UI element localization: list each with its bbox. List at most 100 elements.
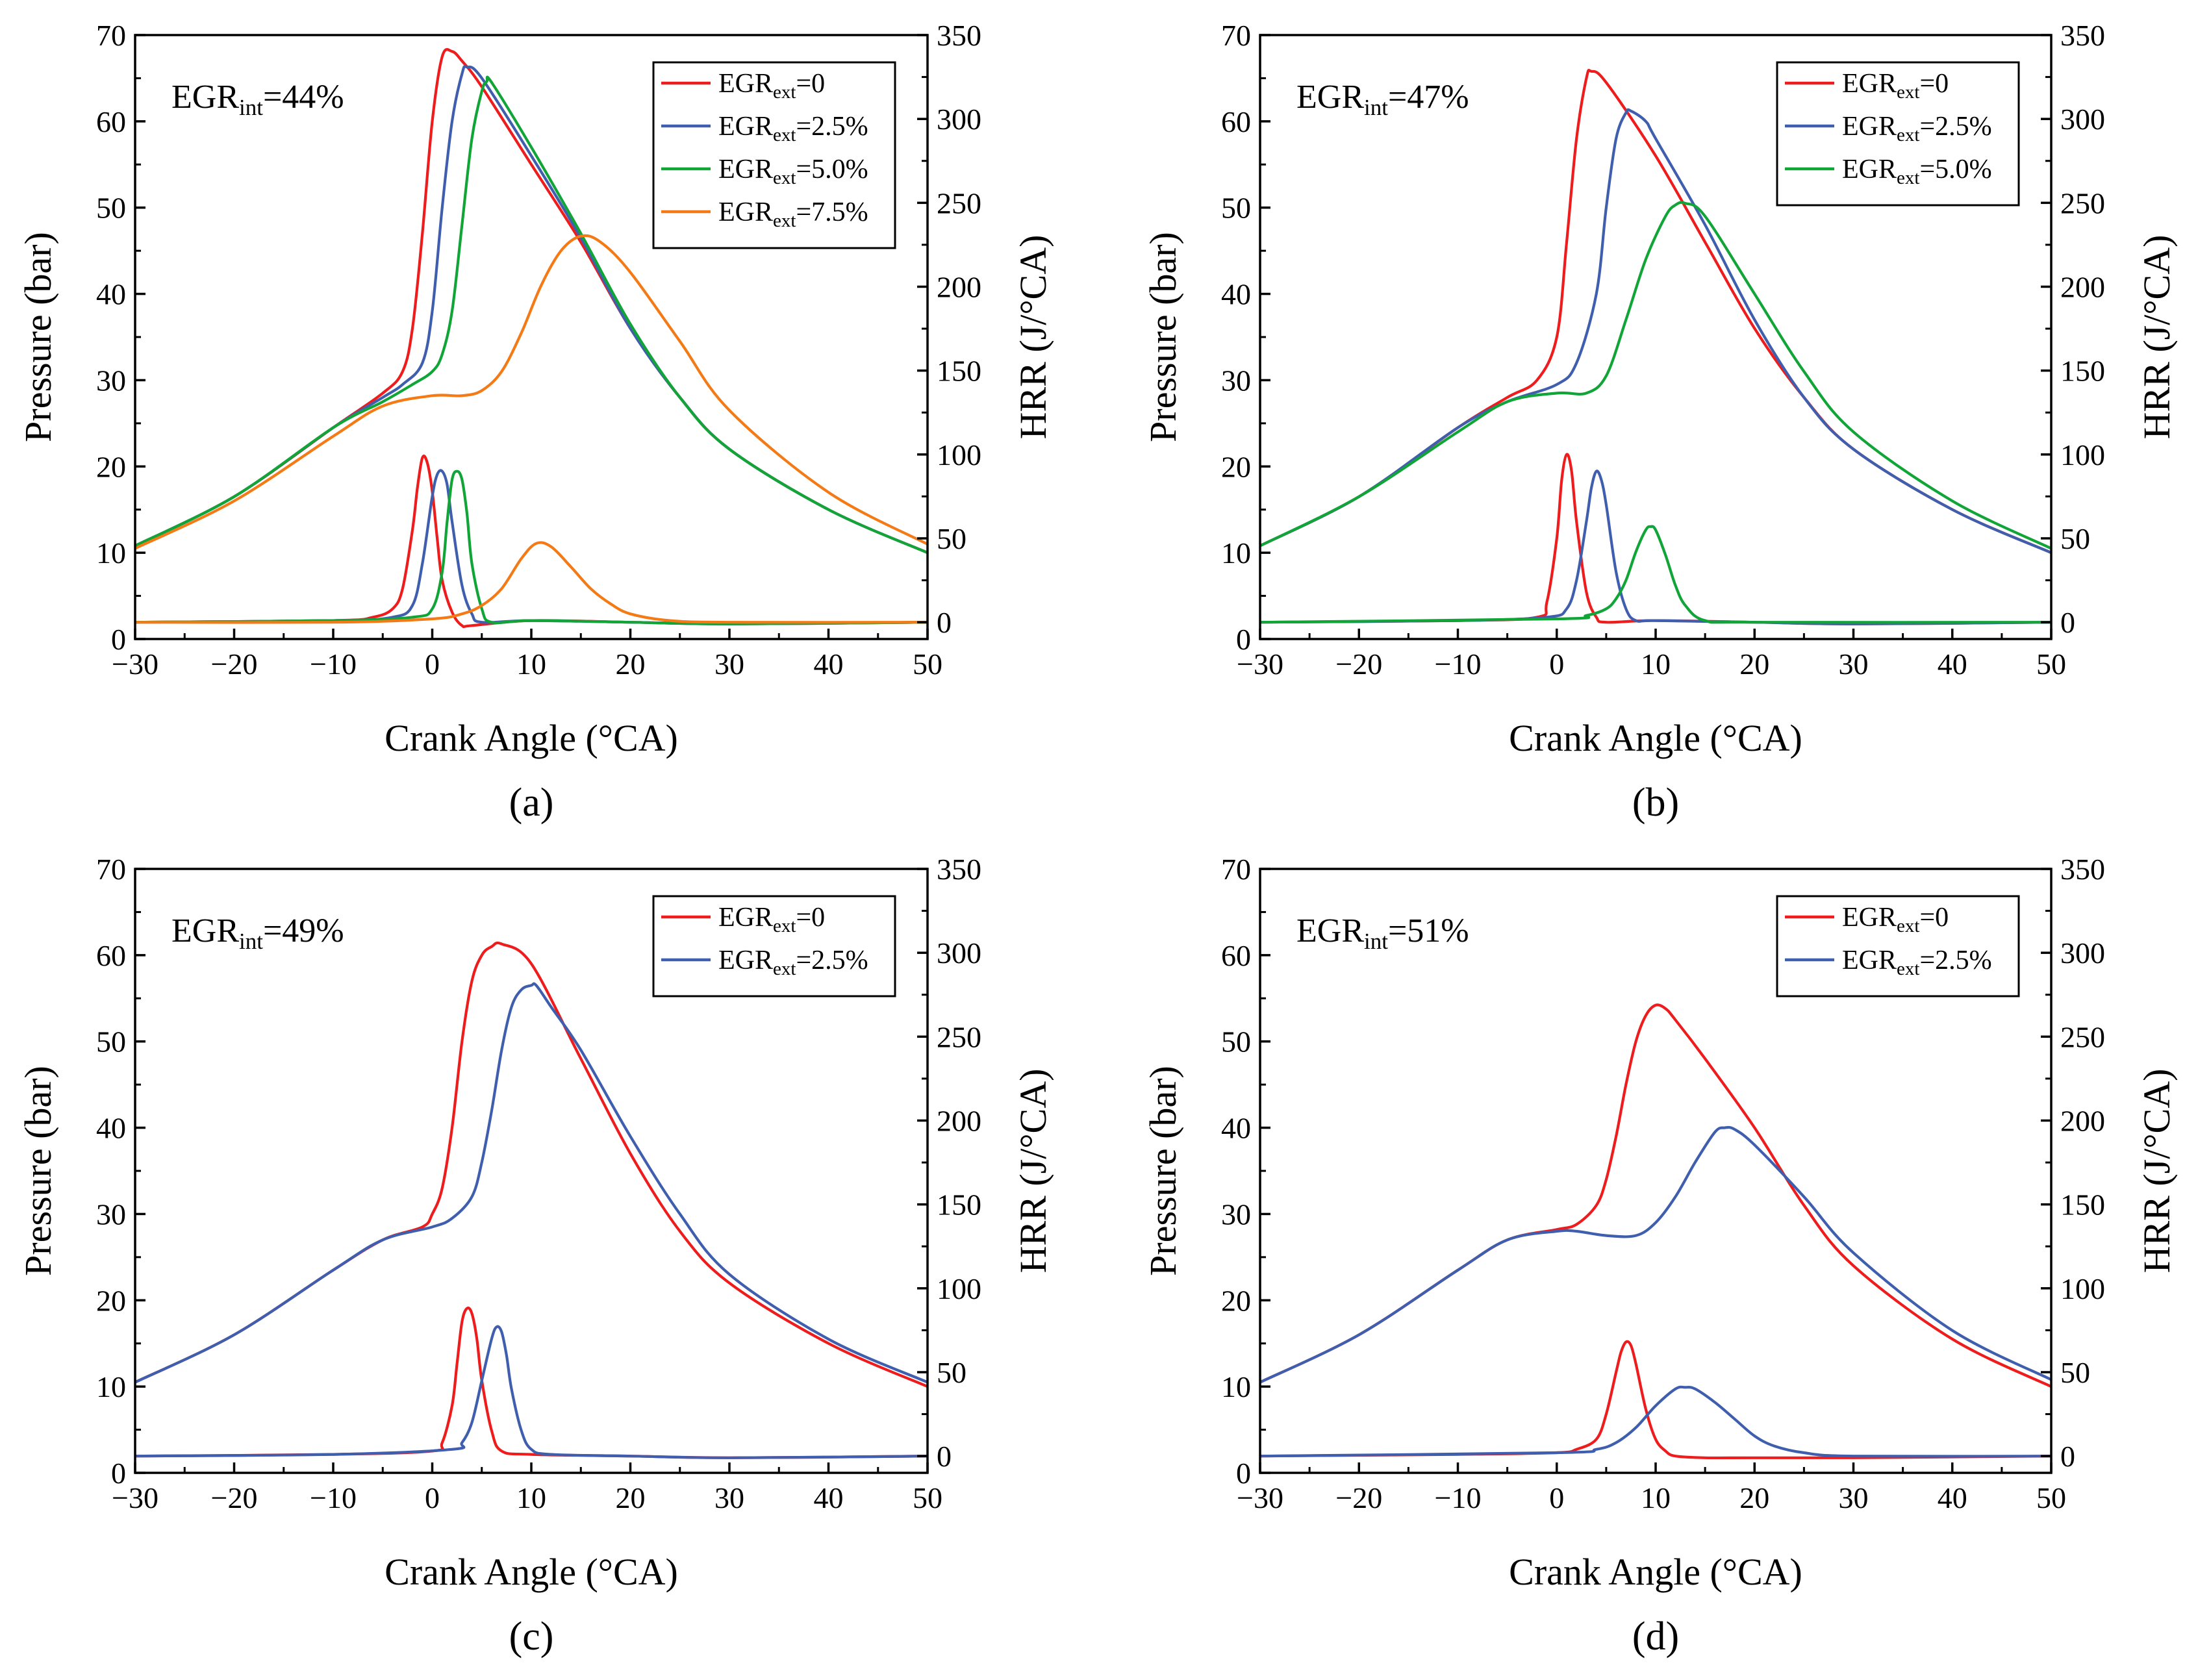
y2-tick-label: 250 [937, 1020, 981, 1053]
y-tick-label: 60 [96, 939, 126, 972]
pressure-line-series-2 [1260, 201, 2051, 550]
x-tick-label: 0 [425, 647, 440, 681]
y2-axis-title: HRR (J/°CA) [2136, 235, 2178, 440]
y2-tick-label: 0 [937, 1440, 952, 1473]
hrr-line-series-0 [1260, 1340, 2051, 1460]
egr-int-annotation: EGRint=49% [171, 912, 344, 954]
y2-tick-label: 250 [2060, 186, 2105, 219]
y2-tick-label: 200 [937, 271, 981, 304]
x-tick-label: 40 [814, 1481, 844, 1514]
hrr-line-series-0 [1260, 453, 2051, 625]
hrr-line-series-0 [135, 1306, 928, 1459]
x-tick-label: 50 [913, 1481, 942, 1514]
y2-tick-label: 100 [937, 1272, 981, 1305]
x-tick-label: 50 [2036, 1481, 2066, 1514]
panel-label: (d) [1632, 1614, 1679, 1659]
series-lines [135, 48, 928, 629]
x-tick-label: −10 [310, 647, 357, 681]
hrr-line-series-2 [135, 470, 928, 625]
legend: EGRext=0 EGRext=2.5% EGRext=5.0% [1776, 61, 2020, 207]
x-tick-label: 10 [516, 1481, 546, 1514]
x-tick-label: 20 [616, 1481, 646, 1514]
x-tick-label: −10 [1435, 647, 1482, 681]
chart-panel-d: −30 −20 −10 0 10 20 30 40 50 0 10 20 30 40 50 60 70 0 50 10… [1142, 853, 2178, 1659]
y2-axis-title: HRR (J/°CA) [1012, 235, 1054, 440]
y2-tick-label: 200 [2060, 1105, 2105, 1138]
y2-tick-label: 200 [937, 1105, 981, 1138]
x-axis-title: Crank Angle (°CA) [385, 1551, 678, 1593]
y-tick-label: 30 [1221, 364, 1251, 397]
y-tick-label: 20 [96, 1284, 126, 1317]
y-tick-label: 50 [1221, 192, 1251, 225]
y2-tick-label: 0 [937, 606, 952, 639]
y-tick-label: 20 [96, 450, 126, 483]
y-tick-label: 20 [1221, 450, 1251, 483]
pressure-line-series-3 [135, 234, 928, 550]
x-tick-label: 20 [1739, 1481, 1769, 1514]
x-tick-label: 30 [1839, 1481, 1869, 1514]
x-tick-label: −10 [310, 1481, 357, 1514]
y-tick-label: 60 [1221, 105, 1251, 138]
y2-axis-title: HRR (J/°CA) [2136, 1069, 2178, 1273]
y-tick-label: 50 [96, 192, 126, 225]
y2-tick-label: 150 [937, 355, 981, 388]
hrr-line-series-1 [1260, 470, 2051, 625]
y2-tick-label: 100 [2060, 438, 2105, 471]
x-tick-label: 0 [1549, 647, 1564, 681]
y-axis-title: Pressure (bar) [1142, 1066, 1184, 1276]
y2-tick-label: 50 [2060, 1356, 2090, 1389]
legend-entry: EGRext=5.0% [718, 155, 868, 188]
pressure-line-series-0 [1260, 1003, 2051, 1388]
panel-label: (b) [1632, 781, 1679, 825]
y-tick-label: 10 [1221, 1370, 1251, 1403]
x-tick-label: −30 [1237, 1481, 1283, 1514]
y-tick-label: 0 [1236, 623, 1251, 656]
y2-tick-label: 0 [2060, 1440, 2075, 1473]
y-tick-label: 40 [1221, 278, 1251, 311]
legend-entry: EGRext=7.5% [718, 197, 868, 231]
y2-tick-label: 100 [937, 438, 981, 471]
x-axis-title: Crank Angle (°CA) [385, 717, 678, 759]
legend-box [1776, 61, 2020, 207]
x-tick-label: 50 [2036, 647, 2066, 681]
legend-box [1776, 895, 2020, 997]
y-tick-label: 20 [1221, 1284, 1251, 1317]
series-lines [1260, 69, 2051, 625]
y2-tick-label: 350 [2060, 853, 2105, 886]
chart-panel-c: −30 −20 −10 0 10 20 30 40 50 0 10 20 30 40 50 60 70 0 50 10… [17, 853, 1054, 1659]
x-tick-label: 20 [616, 647, 646, 681]
x-axis-title: Crank Angle (°CA) [1509, 717, 1802, 759]
y2-tick-label: 200 [2060, 271, 2105, 304]
x-axis-title: Crank Angle (°CA) [1509, 1551, 1802, 1593]
legend: EGRext=0 EGRext=2.5% EGRext=5.0% EGRext=7.5… [652, 61, 896, 249]
egr-int-annotation: EGRint=47% [1296, 79, 1469, 120]
legend-entry: EGRext=2.5% [1842, 112, 1992, 145]
chart-panel-b: −30 −20 −10 0 10 20 30 40 50 0 10 20 30 40 50 60 70 0 50 10… [1142, 19, 2178, 825]
y-tick-label: 0 [1236, 1457, 1251, 1490]
series-lines [1260, 1003, 2051, 1460]
y2-tick-label: 50 [937, 1356, 966, 1389]
y2-tick-label: 300 [2060, 103, 2105, 136]
x-tick-label: 10 [1641, 647, 1671, 681]
y2-tick-label: 350 [2060, 19, 2105, 52]
y-tick-label: 40 [1221, 1112, 1251, 1145]
hrr-line-series-3 [135, 541, 928, 624]
legend-entry: EGRext=0 [718, 69, 825, 103]
panel-label: (c) [509, 1614, 554, 1659]
x-tick-label: −20 [211, 1481, 258, 1514]
x-tick-label: 40 [814, 647, 844, 681]
y-tick-label: 0 [111, 623, 126, 656]
y2-tick-label: 50 [2060, 522, 2090, 555]
y2-tick-label: 300 [937, 103, 981, 136]
legend-entry: EGRext=0 [1842, 69, 1949, 103]
x-tick-label: −20 [1335, 1481, 1382, 1514]
y-tick-label: 30 [96, 364, 126, 397]
x-tick-label: 30 [1839, 647, 1869, 681]
x-tick-label: 0 [425, 1481, 440, 1514]
legend-box [652, 895, 896, 997]
egr-int-annotation: EGRint=51% [1296, 912, 1469, 954]
y-axis-title: Pressure (bar) [17, 232, 59, 442]
legend-entry: EGRext=0 [1842, 903, 1949, 936]
y2-tick-label: 0 [2060, 606, 2075, 639]
